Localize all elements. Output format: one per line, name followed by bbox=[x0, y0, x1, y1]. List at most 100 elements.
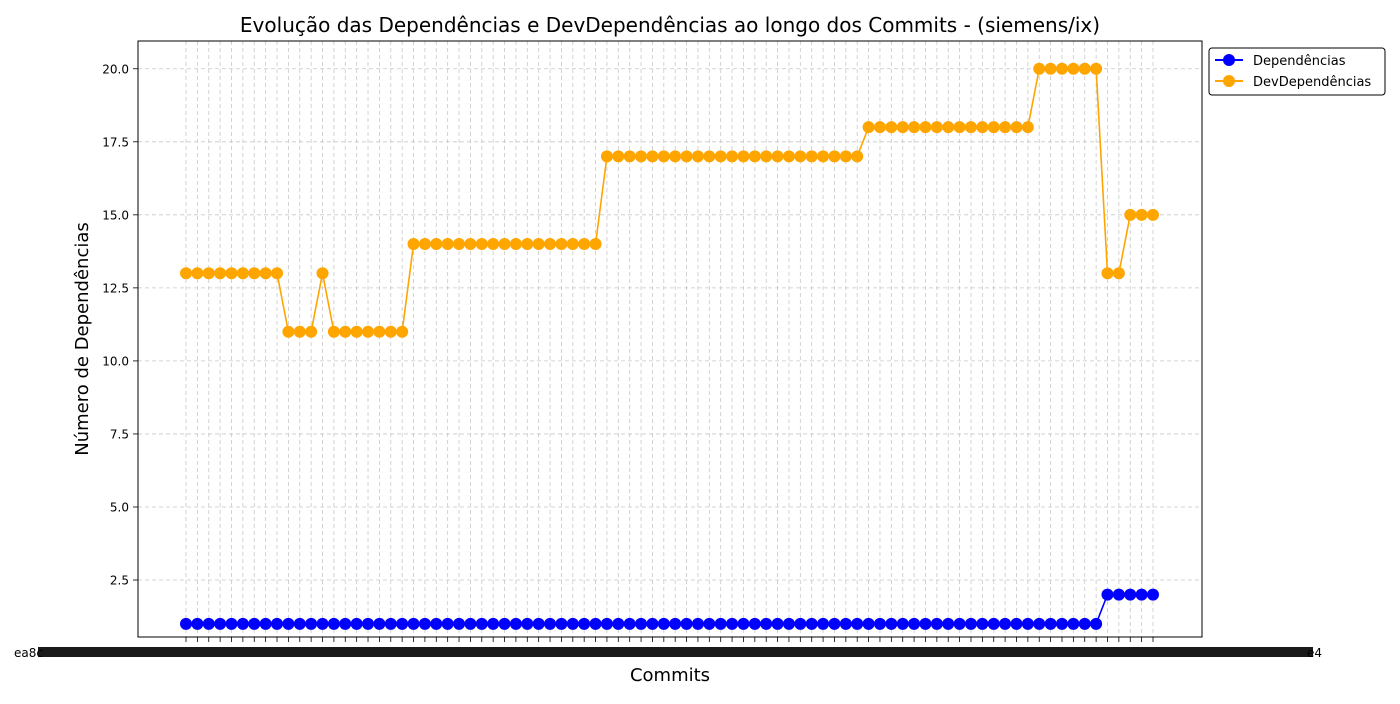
data-point-devdependencias bbox=[862, 121, 875, 134]
data-point-dependencias bbox=[817, 617, 830, 630]
data-point-dependencias bbox=[691, 617, 704, 630]
chart-title: Evolução das Dependências e DevDependênc… bbox=[240, 13, 1100, 37]
data-point-devdependencias bbox=[737, 150, 750, 163]
data-point-dependencias bbox=[316, 617, 329, 630]
data-point-devdependencias bbox=[214, 267, 227, 280]
data-point-dependencias bbox=[214, 617, 227, 630]
data-point-devdependencias bbox=[612, 150, 625, 163]
legend-label-devdependencias: DevDependências bbox=[1253, 75, 1371, 90]
data-point-devdependencias bbox=[396, 325, 409, 338]
data-point-dependencias bbox=[1147, 588, 1159, 601]
data-point-devdependencias bbox=[350, 325, 363, 338]
data-point-dependencias bbox=[930, 617, 943, 630]
x-tick-labels-overlap bbox=[38, 647, 1313, 657]
data-point-devdependencias bbox=[293, 325, 306, 338]
data-point-devdependencias bbox=[180, 267, 192, 280]
data-point-dependencias bbox=[487, 617, 500, 630]
data-point-dependencias bbox=[680, 617, 693, 630]
data-point-dependencias bbox=[1067, 617, 1080, 630]
data-point-devdependencias bbox=[248, 267, 261, 280]
data-point-devdependencias bbox=[589, 238, 602, 251]
data-point-dependencias bbox=[544, 617, 557, 630]
data-point-devdependencias bbox=[521, 238, 534, 251]
grid-layer bbox=[138, 41, 1202, 637]
data-point-devdependencias bbox=[1033, 62, 1046, 75]
y-tick-label: 10.0 bbox=[102, 354, 129, 368]
data-point-dependencias bbox=[418, 617, 431, 630]
data-point-devdependencias bbox=[964, 121, 977, 134]
plot-frame bbox=[137, 40, 1203, 638]
data-point-devdependencias bbox=[316, 267, 329, 280]
data-point-devdependencias bbox=[305, 325, 318, 338]
data-point-devdependencias bbox=[1124, 208, 1137, 221]
data-point-devdependencias bbox=[327, 325, 340, 338]
data-point-devdependencias bbox=[851, 150, 864, 163]
data-point-devdependencias bbox=[680, 150, 693, 163]
data-point-dependencias bbox=[1010, 617, 1023, 630]
data-point-devdependencias bbox=[839, 150, 852, 163]
data-point-dependencias bbox=[782, 617, 795, 630]
data-point-dependencias bbox=[566, 617, 579, 630]
data-point-devdependencias bbox=[896, 121, 909, 134]
data-point-dependencias bbox=[453, 617, 466, 630]
y-tick-label: 12.5 bbox=[102, 281, 129, 295]
y-tick-label: 5.0 bbox=[110, 500, 129, 514]
data-point-devdependencias bbox=[999, 121, 1012, 134]
data-point-dependencias bbox=[669, 617, 682, 630]
data-point-dependencias bbox=[885, 617, 898, 630]
data-point-dependencias bbox=[589, 617, 602, 630]
data-point-dependencias bbox=[271, 617, 284, 630]
data-point-dependencias bbox=[851, 617, 864, 630]
data-point-devdependencias bbox=[635, 150, 648, 163]
data-point-dependencias bbox=[748, 617, 761, 630]
data-point-dependencias bbox=[1078, 617, 1091, 630]
data-point-dependencias bbox=[612, 617, 625, 630]
data-point-dependencias bbox=[714, 617, 727, 630]
legend-marker-devdependencias bbox=[1223, 75, 1235, 87]
data-point-dependencias bbox=[578, 617, 591, 630]
data-point-devdependencias bbox=[760, 150, 773, 163]
data-point-devdependencias bbox=[362, 325, 375, 338]
data-point-dependencias bbox=[942, 617, 955, 630]
data-point-dependencias bbox=[430, 617, 443, 630]
data-point-devdependencias bbox=[930, 121, 943, 134]
legend: Dependências DevDependências bbox=[1208, 47, 1386, 96]
data-point-devdependencias bbox=[1090, 62, 1103, 75]
data-point-devdependencias bbox=[555, 238, 568, 251]
data-point-devdependencias bbox=[339, 325, 352, 338]
data-point-dependencias bbox=[999, 617, 1012, 630]
data-point-devdependencias bbox=[1067, 62, 1080, 75]
data-point-devdependencias bbox=[623, 150, 636, 163]
data-point-devdependencias bbox=[782, 150, 795, 163]
data-point-devdependencias bbox=[259, 267, 272, 280]
data-point-dependencias bbox=[703, 617, 716, 630]
data-point-devdependencias bbox=[1055, 62, 1068, 75]
data-point-devdependencias bbox=[942, 121, 955, 134]
data-point-devdependencias bbox=[908, 121, 921, 134]
data-point-devdependencias bbox=[805, 150, 818, 163]
data-point-devdependencias bbox=[771, 150, 784, 163]
data-point-dependencias bbox=[509, 617, 522, 630]
data-point-devdependencias bbox=[1010, 121, 1023, 134]
data-point-dependencias bbox=[555, 617, 568, 630]
data-point-devdependencias bbox=[953, 121, 966, 134]
data-point-devdependencias bbox=[794, 150, 807, 163]
series-layer bbox=[180, 62, 1159, 630]
data-point-devdependencias bbox=[202, 267, 215, 280]
data-point-dependencias bbox=[293, 617, 306, 630]
data-point-devdependencias bbox=[225, 267, 238, 280]
data-point-devdependencias bbox=[1147, 208, 1159, 221]
data-point-dependencias bbox=[282, 617, 295, 630]
data-point-devdependencias bbox=[498, 238, 511, 251]
data-point-dependencias bbox=[305, 617, 318, 630]
data-point-dependencias bbox=[407, 617, 420, 630]
data-point-dependencias bbox=[657, 617, 670, 630]
data-point-devdependencias bbox=[1112, 267, 1125, 280]
data-point-dependencias bbox=[362, 617, 375, 630]
y-axis-label: Número de Dependências bbox=[72, 222, 93, 456]
data-point-devdependencias bbox=[418, 238, 431, 251]
legend-box bbox=[1208, 47, 1386, 96]
data-point-dependencias bbox=[737, 617, 750, 630]
y-tick-label: 2.5 bbox=[110, 574, 129, 588]
